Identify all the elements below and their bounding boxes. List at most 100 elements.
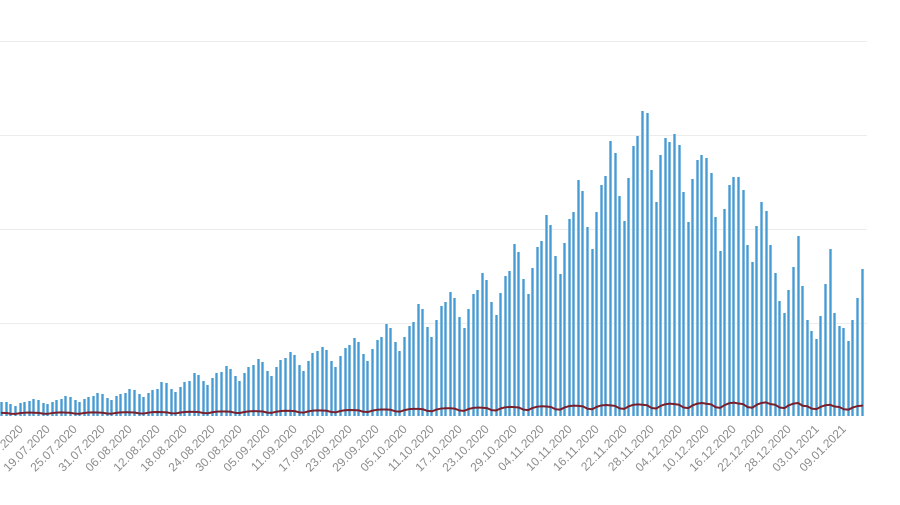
- bar-daily-cases[interactable]: [165, 383, 169, 416]
- bar-daily-cases[interactable]: [412, 322, 416, 416]
- bar-daily-cases[interactable]: [759, 201, 763, 416]
- bar-daily-cases[interactable]: [197, 374, 201, 416]
- bar-daily-cases[interactable]: [343, 347, 347, 416]
- bar-daily-cases[interactable]: [128, 389, 132, 416]
- bar-daily-cases[interactable]: [233, 376, 237, 416]
- bar-daily-cases[interactable]: [732, 177, 736, 416]
- bar-daily-cases[interactable]: [554, 255, 558, 416]
- bar-daily-cases[interactable]: [4, 402, 8, 416]
- bar-daily-cases[interactable]: [32, 399, 36, 416]
- bar-daily-cases[interactable]: [837, 325, 841, 416]
- bar-daily-cases[interactable]: [41, 402, 45, 416]
- bar-daily-cases[interactable]: [430, 336, 434, 416]
- bar-daily-cases[interactable]: [425, 326, 429, 416]
- bar-daily-cases[interactable]: [78, 402, 82, 416]
- bar-daily-cases[interactable]: [68, 397, 72, 416]
- bar-daily-cases[interactable]: [824, 284, 827, 416]
- bar-daily-cases[interactable]: [677, 145, 681, 416]
- bar-daily-cases[interactable]: [801, 286, 805, 416]
- bar-daily-cases[interactable]: [668, 141, 672, 416]
- bar-daily-cases[interactable]: [540, 241, 544, 416]
- bar-daily-cases[interactable]: [55, 399, 59, 416]
- bar-daily-cases[interactable]: [151, 389, 155, 416]
- bar-daily-cases[interactable]: [833, 312, 837, 416]
- bar-daily-cases[interactable]: [284, 358, 288, 416]
- bar-daily-cases[interactable]: [846, 340, 850, 416]
- bar-daily-cases[interactable]: [133, 390, 137, 416]
- bar-daily-cases[interactable]: [105, 397, 109, 416]
- bar-daily-cases[interactable]: [467, 308, 471, 416]
- bar-daily-cases[interactable]: [403, 336, 407, 416]
- bar-daily-cases[interactable]: [796, 235, 800, 416]
- bar-daily-cases[interactable]: [503, 275, 507, 416]
- bar-daily-cases[interactable]: [531, 267, 535, 416]
- bar-daily-cases[interactable]: [737, 177, 741, 416]
- bar-daily-cases[interactable]: [435, 319, 439, 416]
- bar-daily-cases[interactable]: [631, 145, 635, 416]
- bar-daily-cases[interactable]: [750, 261, 754, 416]
- bar-daily-cases[interactable]: [485, 279, 489, 416]
- bar-daily-cases[interactable]: [718, 250, 722, 416]
- bar-daily-cases[interactable]: [462, 328, 466, 416]
- bar-daily-cases[interactable]: [476, 289, 480, 416]
- bar-daily-cases[interactable]: [384, 323, 388, 416]
- bar-daily-cases[interactable]: [787, 290, 791, 416]
- bar-daily-cases[interactable]: [320, 346, 324, 416]
- bar-daily-cases[interactable]: [256, 359, 260, 416]
- bar-daily-cases[interactable]: [416, 304, 420, 416]
- bar-daily-cases[interactable]: [201, 381, 205, 416]
- bar-daily-cases[interactable]: [613, 153, 617, 416]
- bar-daily-cases[interactable]: [91, 395, 95, 416]
- bar-daily-cases[interactable]: [210, 378, 214, 416]
- bar-daily-cases[interactable]: [746, 244, 750, 416]
- bar-daily-cases[interactable]: [178, 386, 182, 416]
- bar-daily-cases[interactable]: [586, 227, 590, 416]
- bar-daily-cases[interactable]: [558, 273, 562, 416]
- bar-daily-cases[interactable]: [489, 301, 493, 416]
- bar-daily-cases[interactable]: [252, 365, 255, 416]
- bar-daily-cases[interactable]: [183, 382, 187, 416]
- bar-daily-cases[interactable]: [828, 248, 832, 416]
- bar-daily-cases[interactable]: [723, 209, 727, 416]
- bar-daily-cases[interactable]: [494, 314, 498, 416]
- bar-daily-cases[interactable]: [618, 195, 622, 416]
- bar-daily-cases[interactable]: [155, 388, 159, 416]
- bar-daily-cases[interactable]: [192, 372, 196, 416]
- bar-daily-cases[interactable]: [82, 399, 86, 416]
- bar-daily-cases[interactable]: [535, 247, 539, 416]
- bar-daily-cases[interactable]: [650, 169, 654, 416]
- bar-daily-cases[interactable]: [439, 306, 443, 416]
- bar-daily-cases[interactable]: [581, 190, 585, 416]
- bar-daily-cases[interactable]: [36, 400, 40, 416]
- bar-daily-cases[interactable]: [265, 370, 269, 416]
- bar-daily-cases[interactable]: [572, 211, 576, 416]
- bar-daily-cases[interactable]: [9, 404, 13, 416]
- bar-daily-cases[interactable]: [508, 270, 512, 416]
- bar-daily-cases[interactable]: [608, 140, 612, 416]
- bar-daily-cases[interactable]: [814, 338, 818, 416]
- bar-daily-cases[interactable]: [595, 212, 599, 416]
- bar-daily-cases[interactable]: [407, 325, 411, 416]
- bar-daily-cases[interactable]: [160, 381, 164, 416]
- bar-daily-cases[interactable]: [123, 392, 127, 416]
- bar-daily-cases[interactable]: [169, 388, 173, 416]
- bar-daily-cases[interactable]: [727, 184, 731, 416]
- bar-daily-cases[interactable]: [96, 393, 100, 416]
- bar-daily-cases[interactable]: [627, 178, 631, 416]
- bar-daily-cases[interactable]: [27, 401, 31, 416]
- bar-daily-cases[interactable]: [119, 393, 123, 416]
- bar-daily-cases[interactable]: [842, 327, 846, 416]
- bar-daily-cases[interactable]: [700, 154, 704, 416]
- bar-daily-cases[interactable]: [219, 371, 223, 416]
- bar-daily-cases[interactable]: [110, 399, 114, 416]
- bar-daily-cases[interactable]: [311, 353, 315, 416]
- bar-daily-cases[interactable]: [453, 297, 457, 416]
- bar-daily-cases[interactable]: [714, 216, 718, 416]
- bar-daily-cases[interactable]: [640, 111, 644, 416]
- bar-daily-cases[interactable]: [247, 367, 251, 416]
- bar-daily-cases[interactable]: [791, 267, 795, 416]
- bar-daily-cases[interactable]: [457, 316, 461, 416]
- bar-daily-cases[interactable]: [297, 364, 301, 416]
- bar-daily-cases[interactable]: [521, 278, 525, 416]
- bar-daily-cases[interactable]: [549, 224, 553, 416]
